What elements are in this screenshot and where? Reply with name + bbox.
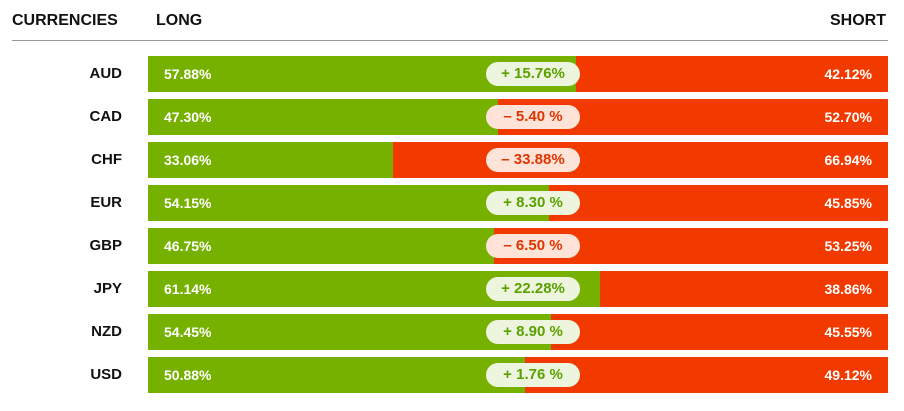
- currency-label: AUD: [89, 65, 123, 82]
- long-value-label: 57.88%: [164, 66, 212, 82]
- short-value-label: 53.25%: [824, 238, 872, 254]
- short-bar: 33.06% 66.94% – 33.88%: [148, 142, 888, 178]
- chart-row-usd: USD 50.88% 49.12% + 1.76 %: [0, 357, 904, 393]
- short-bar: 50.88% 49.12% + 1.76 %: [148, 357, 888, 393]
- net-change-badge: + 8.30 %: [486, 191, 580, 215]
- short-value-label: 45.85%: [824, 195, 872, 211]
- long-bar: [148, 228, 494, 264]
- long-value-label: 46.75%: [164, 238, 212, 254]
- currency-label: NZD: [91, 323, 122, 340]
- long-bar: [148, 314, 551, 350]
- currency-label: GBP: [89, 237, 122, 254]
- long-bar: [148, 142, 393, 178]
- short-bar: 54.15% 45.85% + 8.30 %: [148, 185, 888, 221]
- header-divider: [12, 40, 888, 41]
- short-value-label: 42.12%: [824, 66, 872, 82]
- currencies-header: CURRENCIES: [12, 12, 118, 29]
- chart-row-chf: CHF 33.06% 66.94% – 33.88%: [0, 142, 904, 178]
- short-header: SHORT: [830, 12, 886, 29]
- long-header: LONG: [156, 12, 203, 29]
- long-value-label: 47.30%: [164, 109, 212, 125]
- short-bar: 54.45% 45.55% + 8.90 %: [148, 314, 888, 350]
- long-value-label: 50.88%: [164, 367, 212, 383]
- net-change-badge: + 15.76%: [486, 62, 580, 86]
- chart-row-jpy: JPY 61.14% 38.86% + 22.28%: [0, 271, 904, 307]
- chart-row-nzd: NZD 54.45% 45.55% + 8.90 %: [0, 314, 904, 350]
- short-bar: 46.75% 53.25% – 6.50 %: [148, 228, 888, 264]
- short-value-label: 66.94%: [824, 152, 872, 168]
- long-value-label: 54.15%: [164, 195, 212, 211]
- short-value-label: 52.70%: [824, 109, 872, 125]
- short-bar: 57.88% 42.12% + 15.76%: [148, 56, 888, 92]
- short-bar: 61.14% 38.86% + 22.28%: [148, 271, 888, 307]
- long-value-label: 54.45%: [164, 324, 212, 340]
- net-change-badge: – 5.40 %: [486, 105, 580, 129]
- long-bar: [148, 185, 549, 221]
- net-change-badge: – 33.88%: [486, 148, 580, 172]
- short-bar: 47.30% 52.70% – 5.40 %: [148, 99, 888, 135]
- long-bar: [148, 99, 499, 135]
- chart-row-gbp: GBP 46.75% 53.25% – 6.50 %: [0, 228, 904, 264]
- currency-label: CAD: [89, 108, 123, 125]
- long-value-label: 61.14%: [164, 281, 212, 297]
- currency-label: CHF: [91, 151, 122, 168]
- short-value-label: 38.86%: [824, 281, 872, 297]
- long-value-label: 33.06%: [164, 152, 212, 168]
- currency-label: USD: [90, 366, 122, 383]
- long-bar: [148, 357, 525, 393]
- currency-label: JPY: [93, 280, 122, 297]
- short-value-label: 49.12%: [824, 367, 872, 383]
- net-change-badge: + 22.28%: [486, 277, 580, 301]
- net-change-badge: + 8.90 %: [486, 320, 580, 344]
- net-change-badge: – 6.50 %: [486, 234, 580, 258]
- chart-row-eur: EUR 54.15% 45.85% + 8.30 %: [0, 185, 904, 221]
- chart-row-aud: AUD 57.88% 42.12% + 15.76%: [0, 56, 904, 92]
- currency-label: EUR: [90, 194, 122, 211]
- chart-row-cad: CAD 47.30% 52.70% – 5.40 %: [0, 99, 904, 135]
- net-change-badge: + 1.76 %: [486, 363, 580, 387]
- short-value-label: 45.55%: [824, 324, 872, 340]
